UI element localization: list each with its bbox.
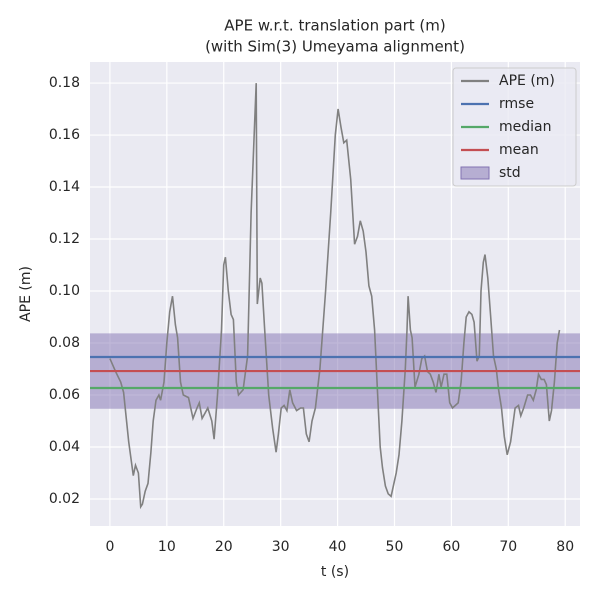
chart-title: APE w.r.t. translation part (m) [224, 17, 445, 35]
x-tick-label: 40 [329, 539, 347, 555]
x-tick-label: 80 [556, 539, 574, 555]
legend-label: rmse [499, 96, 534, 112]
x-tick-label: 10 [158, 539, 176, 555]
x-tick-label: 20 [215, 539, 233, 555]
x-axis-label: t (s) [321, 564, 349, 580]
x-tick-label: 60 [442, 539, 460, 555]
ape-line [109, 83, 561, 510]
y-tick-label: 0.08 [49, 335, 80, 351]
x-tick-label: 50 [386, 539, 404, 555]
legend-label: mean [499, 142, 539, 158]
y-tick-label: 0.04 [49, 439, 80, 455]
y-tick-label: 0.10 [49, 283, 80, 299]
chart-subtitle: (with Sim(3) Umeyama alignment) [205, 38, 465, 56]
y-tick-label: 0.14 [49, 179, 80, 195]
y-tick-label: 0.06 [49, 387, 80, 403]
x-tick-label: 0 [105, 539, 114, 555]
legend-label: APE (m) [499, 73, 555, 89]
legend-box [452, 67, 577, 187]
y-axis-label: APE (m) [18, 266, 34, 322]
x-tick-label: 30 [272, 539, 290, 555]
legend-label: median [499, 119, 551, 135]
x-tick-label: 70 [499, 539, 517, 555]
legend-swatch [460, 166, 490, 180]
y-tick-label: 0.02 [49, 491, 80, 507]
y-tick-label: 0.18 [49, 75, 80, 91]
y-tick-label: 0.12 [49, 231, 80, 247]
legend-label: std [499, 165, 521, 181]
y-tick-label: 0.16 [49, 127, 80, 143]
